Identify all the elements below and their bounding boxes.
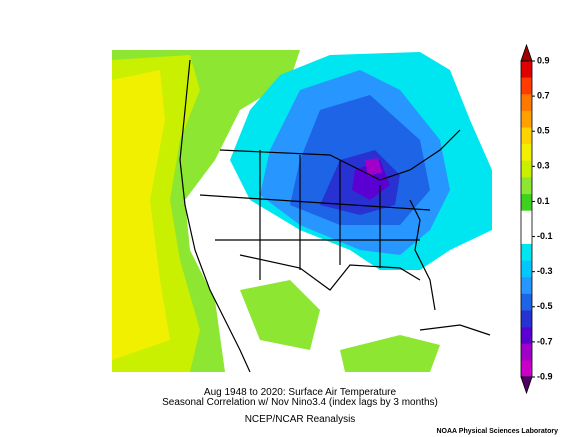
colorbar-segment bbox=[521, 210, 532, 228]
colorbar-tick-label: -0.1 bbox=[537, 231, 553, 241]
cuba bbox=[419, 324, 491, 336]
colorbar-tick-label: 0.7 bbox=[537, 90, 550, 100]
colorbar-segment bbox=[521, 144, 532, 162]
colorbar-tick-label: 0.3 bbox=[537, 161, 550, 171]
colorbar-segment bbox=[521, 327, 532, 345]
colorbar-tick-label: -0.7 bbox=[537, 336, 553, 346]
colorbar-tick-label: 0.5 bbox=[537, 126, 550, 136]
colorbar-frame bbox=[520, 60, 533, 378]
colorbar-segment bbox=[521, 177, 532, 195]
colorbar-cap bbox=[520, 376, 533, 395]
colorbar-segment bbox=[521, 343, 532, 361]
colorbar-segment bbox=[521, 227, 532, 245]
field-magenta bbox=[365, 158, 382, 176]
colorbar-segment bbox=[521, 310, 532, 328]
caption-line: Aug 1948 to 2020: Surface Air Temperatur… bbox=[204, 387, 397, 398]
borders bbox=[219, 129, 461, 311]
field-green-south bbox=[240, 280, 320, 350]
colorbar-segment bbox=[521, 61, 532, 78]
colorbar-segment bbox=[521, 77, 532, 95]
field-yellow bbox=[112, 70, 170, 360]
coastline-west bbox=[179, 59, 251, 373]
colorbar-segment bbox=[521, 243, 532, 261]
colorbar-segment bbox=[521, 127, 532, 145]
colorbar-segment bbox=[521, 194, 532, 211]
state-lines bbox=[199, 150, 431, 280]
colorbar-segment bbox=[521, 110, 532, 128]
colorbar-segment bbox=[521, 293, 532, 311]
colorbar-segment bbox=[521, 94, 532, 112]
colorbar-segment bbox=[521, 260, 532, 278]
colorbar-tick-label: -0.3 bbox=[537, 266, 553, 276]
colorbar: 0.9 0.7 0.5 0.3 0.1 -0.1 -0.3 -0.5 -0.7 -0.9 bbox=[520, 43, 553, 395]
map bbox=[112, 50, 492, 373]
colorbar-tick-label: -0.5 bbox=[537, 301, 553, 311]
credit: NOAA Physical Sciences Laboratory bbox=[436, 428, 558, 435]
colorbar-segment bbox=[521, 277, 532, 295]
field-green-caribbean bbox=[340, 335, 440, 372]
caption-line: Seasonal Correlation w/ Nov Nino3.4 (ind… bbox=[162, 397, 438, 408]
colorbar-cap bbox=[520, 43, 533, 62]
caption-line: NCEP/NCAR Reanalysis bbox=[245, 414, 356, 425]
colorbar-segment bbox=[521, 160, 532, 178]
colorbar-segment bbox=[521, 360, 532, 378]
colorbar-tick-label: -0.9 bbox=[537, 371, 553, 381]
colorbar-tick-label: 0.9 bbox=[537, 55, 550, 65]
colorbar-tick-label: 0.1 bbox=[537, 196, 550, 206]
